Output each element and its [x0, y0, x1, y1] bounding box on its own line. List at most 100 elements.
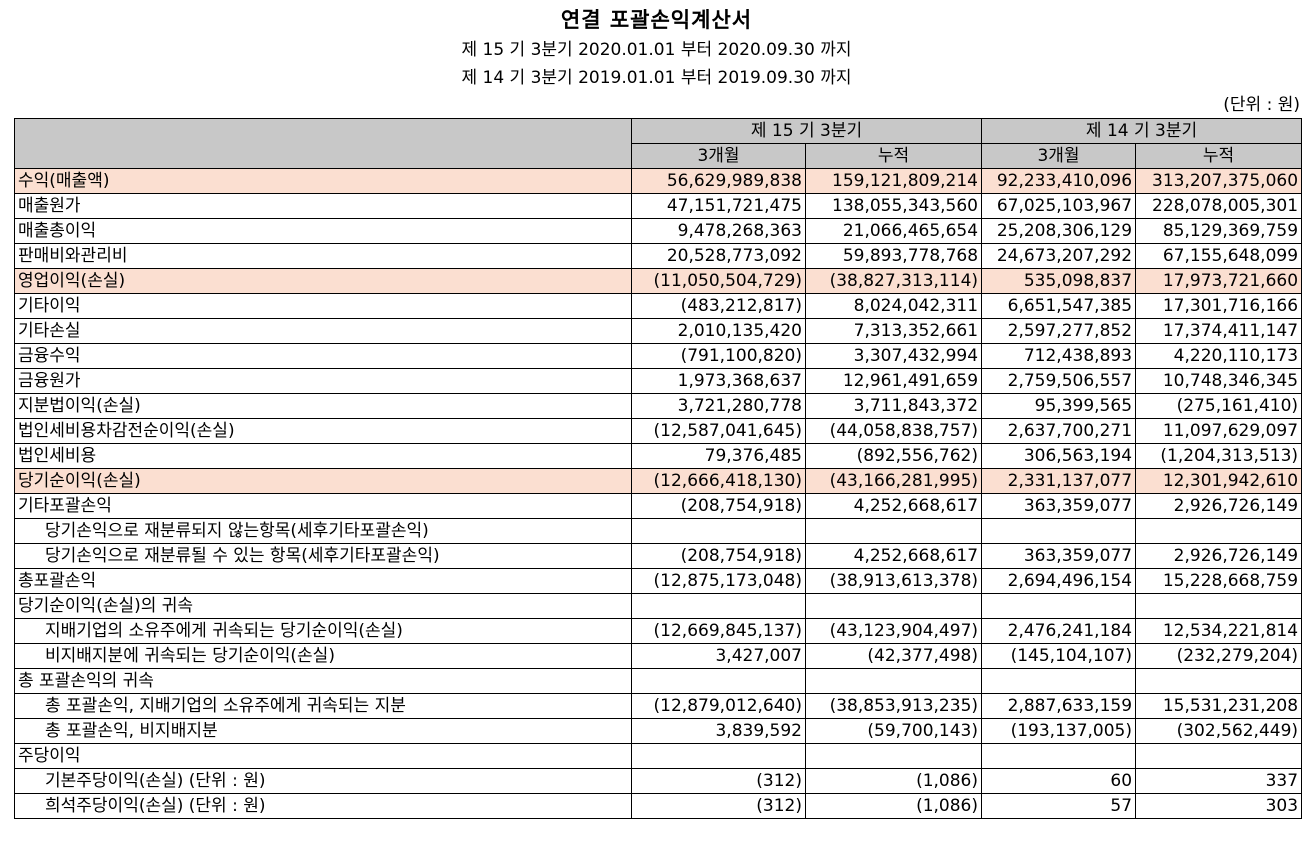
value-cell — [631, 743, 806, 769]
value-cell: (43,123,904,497) — [804, 618, 983, 644]
table-row: 기타포괄손익 (208,754,918) 4,252,668,617 363,359,… — [14, 493, 1303, 519]
value-cell: 313,207,375,060 — [1135, 168, 1303, 194]
value-cell: 138,055,343,560 — [804, 193, 983, 219]
value-cell — [804, 743, 983, 769]
value-cell: (12,879,012,640) — [631, 693, 806, 719]
value-cell: 17,374,411,147 — [1135, 318, 1303, 344]
value-cell: 3,307,432,994 — [804, 343, 983, 369]
table-row: 금융수익 (791,100,820) 3,307,432,994 712,438,89… — [14, 343, 1303, 369]
value-cell: 2,926,726,149 — [1135, 543, 1303, 569]
value-cell: 303 — [1135, 793, 1303, 819]
period-prior: 제 14 기 3분기 2019.01.01 부터 2019.09.30 까지 — [461, 68, 852, 88]
value-cell: 25,208,306,129 — [981, 218, 1137, 244]
value-cell: 24,673,207,292 — [981, 243, 1137, 269]
value-cell: (208,754,918) — [631, 493, 806, 519]
value-cell: (42,377,498) — [804, 643, 983, 669]
table-row: 주당이익 — [14, 743, 1303, 769]
value-cell: 15,228,668,759 — [1135, 568, 1303, 594]
row-label: 당기순이익(손실) — [14, 468, 632, 494]
value-cell: (145,104,107) — [981, 643, 1137, 669]
row-label: 지배기업의 소유주에게 귀속되는 당기순이익(손실) — [14, 618, 632, 644]
table-row: 기타손실 2,010,135,420 7,313,352,661 2,597,277,… — [14, 318, 1303, 344]
subheader-prior-3m: 3개월 — [981, 143, 1137, 169]
value-cell: 8,024,042,311 — [804, 293, 983, 319]
value-cell: 2,887,633,159 — [981, 693, 1137, 719]
table-row: 당기손익으로 재분류되지 않는항목(세후기타포괄손익) — [14, 518, 1303, 544]
value-cell — [631, 518, 806, 544]
subheader-current-3m: 3개월 — [631, 143, 806, 169]
value-cell: (892,556,762) — [804, 443, 983, 469]
value-cell: (1,204,313,513) — [1135, 443, 1303, 469]
table-row: 기본주당이익(손실) (단위 : 원) (312) (1,086) 60 337 — [14, 768, 1303, 794]
value-cell — [804, 668, 983, 694]
value-cell: 60 — [981, 768, 1137, 794]
row-label: 기타손실 — [14, 318, 632, 344]
value-cell: 10,748,346,345 — [1135, 368, 1303, 394]
value-cell: (59,700,143) — [804, 718, 983, 744]
value-cell: 535,098,837 — [981, 268, 1137, 294]
value-cell: (312) — [631, 768, 806, 794]
value-cell: 67,155,648,099 — [1135, 243, 1303, 269]
value-cell: 9,478,268,363 — [631, 218, 806, 244]
value-cell: 21,066,465,654 — [804, 218, 983, 244]
row-label: 총 포괄손익, 비지배지분 — [14, 718, 632, 744]
table-row: 영업이익(손실) (11,050,504,729) (38,827,313,114)… — [14, 268, 1303, 294]
header-group-current: 제 15 기 3분기 — [630, 118, 983, 144]
value-cell — [1135, 593, 1303, 619]
value-cell — [981, 593, 1137, 619]
subheader-current-cumulative: 누적 — [804, 143, 983, 169]
value-cell: (38,827,313,114) — [804, 268, 983, 294]
value-cell — [804, 593, 983, 619]
value-cell: 12,301,942,610 — [1135, 468, 1303, 494]
row-label: 희석주당이익(손실) (단위 : 원) — [14, 793, 632, 819]
unit-label: (단위 : 원) — [1223, 95, 1300, 115]
value-cell: (12,669,845,137) — [631, 618, 806, 644]
row-label: 당기손익으로 재분류되지 않는항목(세후기타포괄손익) — [14, 518, 632, 544]
value-cell: 2,637,700,271 — [981, 418, 1137, 444]
value-cell: 337 — [1135, 768, 1303, 794]
row-label: 금융원가 — [14, 368, 632, 394]
value-cell: (1,086) — [804, 793, 983, 819]
header-row-subheaders: 3개월 누적 3개월 누적 — [15, 143, 1303, 169]
row-label: 당기순이익(손실)의 귀속 — [14, 593, 632, 619]
value-cell: (791,100,820) — [631, 343, 806, 369]
value-cell — [981, 743, 1137, 769]
table-row: 판매비와관리비 20,528,773,092 59,893,778,768 24,67… — [14, 243, 1303, 269]
value-cell: 3,721,280,778 — [631, 393, 806, 419]
value-cell: 3,711,843,372 — [804, 393, 983, 419]
value-cell: 2,331,137,077 — [981, 468, 1137, 494]
value-cell — [1135, 668, 1303, 694]
value-cell: 20,528,773,092 — [631, 243, 806, 269]
value-cell: 57 — [981, 793, 1137, 819]
row-label: 영업이익(손실) — [14, 268, 632, 294]
row-label: 법인세비용 — [14, 443, 632, 469]
row-label: 총 포괄손익의 귀속 — [14, 668, 632, 694]
table-row: 지분법이익(손실) 3,721,280,778 3,711,843,372 95,39… — [14, 393, 1303, 419]
row-label: 지분법이익(손실) — [14, 393, 632, 419]
value-cell: 3,839,592 — [631, 718, 806, 744]
value-cell: 306,563,194 — [981, 443, 1137, 469]
value-cell: 92,233,410,096 — [981, 168, 1137, 194]
value-cell: 67,025,103,967 — [981, 193, 1137, 219]
row-label: 판매비와관리비 — [14, 243, 632, 269]
value-cell: 2,476,241,184 — [981, 618, 1137, 644]
value-cell — [1135, 743, 1303, 769]
subheader-prior-cumulative: 누적 — [1135, 143, 1303, 169]
table-row: 당기순이익(손실) (12,666,418,130) (43,166,281,995… — [14, 468, 1303, 494]
value-cell: 12,534,221,814 — [1135, 618, 1303, 644]
value-cell: 11,097,629,097 — [1135, 418, 1303, 444]
value-cell: 59,893,778,768 — [804, 243, 983, 269]
header-account-cell — [14, 118, 632, 169]
table-row: 당기손익으로 재분류될 수 있는 항목(세후기타포괄손익) (208,754,91… — [14, 543, 1303, 569]
table-row: 당기순이익(손실)의 귀속 — [14, 593, 1303, 619]
table-body: 수익(매출액) 56,629,989,838 159,121,809,214 92,2… — [14, 168, 1303, 819]
table-row: 지배기업의 소유주에게 귀속되는 당기순이익(손실) (12,669,845,13… — [14, 618, 1303, 644]
table-row: 비지배지분에 귀속되는 당기순이익(손실) 3,427,007 (42,377,49… — [14, 643, 1303, 669]
document-header: 연결 포괄손익계산서 제 15 기 3분기 2020.01.01 부터 2020… — [0, 0, 1313, 92]
table-row: 총 포괄손익, 지배기업의 소유주에게 귀속되는 지분 (12,879,012,6… — [14, 693, 1303, 719]
row-label: 주당이익 — [14, 743, 632, 769]
value-cell: (208,754,918) — [631, 543, 806, 569]
table-row: 법인세비용차감전순이익(손실) (12,587,041,645) (44,058,8… — [14, 418, 1303, 444]
value-cell: 85,129,369,759 — [1135, 218, 1303, 244]
value-cell: 2,759,506,557 — [981, 368, 1137, 394]
